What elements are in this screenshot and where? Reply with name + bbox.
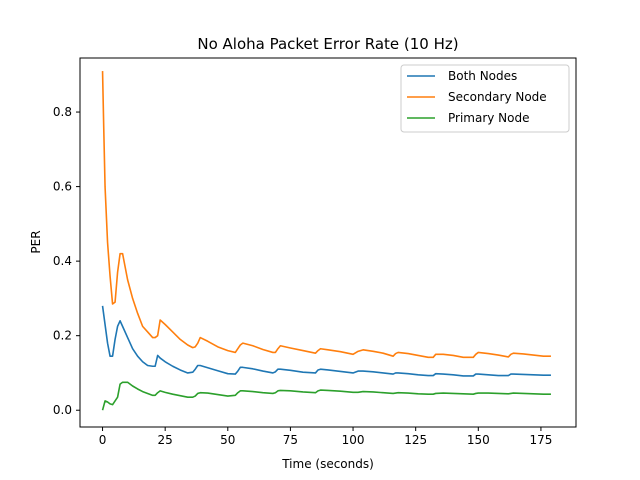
y-axis-label: PER [29,230,43,253]
x-tick-label: 100 [342,433,365,447]
plot-area-frame [79,57,577,428]
legend-label-secondary-node: Secondary Node [448,90,547,104]
y-tick-label: 0.8 [53,105,72,119]
legend: Both Nodes Secondary Node Primary Node [400,64,570,133]
x-axis-label: Time (seconds) [281,457,374,471]
x-tick-label: 150 [467,433,490,447]
y-axis-ticks: 0.0 0.2 0.4 0.6 0.8 [53,105,80,417]
x-tick-label: 50 [220,433,235,447]
series-lines [101,71,551,411]
series-line-primary-node [101,381,551,411]
chart-title: No Aloha Packet Error Rate (10 Hz) [197,35,458,53]
y-tick-label: 0.4 [53,254,72,268]
series-line-secondary-node [101,71,551,359]
x-tick-label: 175 [529,433,552,447]
x-tick-label: 25 [158,433,173,447]
y-tick-label: 0.6 [53,180,72,194]
series-line-both-nodes [101,305,551,377]
x-tick-label: 75 [283,433,298,447]
legend-label-primary-node: Primary Node [448,111,530,125]
legend-box [400,64,570,133]
y-tick-label: 0.2 [53,329,72,343]
x-tick-label: 125 [404,433,427,447]
x-tick-label: 0 [99,433,107,447]
legend-label-both-nodes: Both Nodes [448,69,517,83]
x-axis-ticks: 0 25 50 75 100 125 150 175 [99,427,552,447]
y-tick-label: 0.0 [53,403,72,417]
